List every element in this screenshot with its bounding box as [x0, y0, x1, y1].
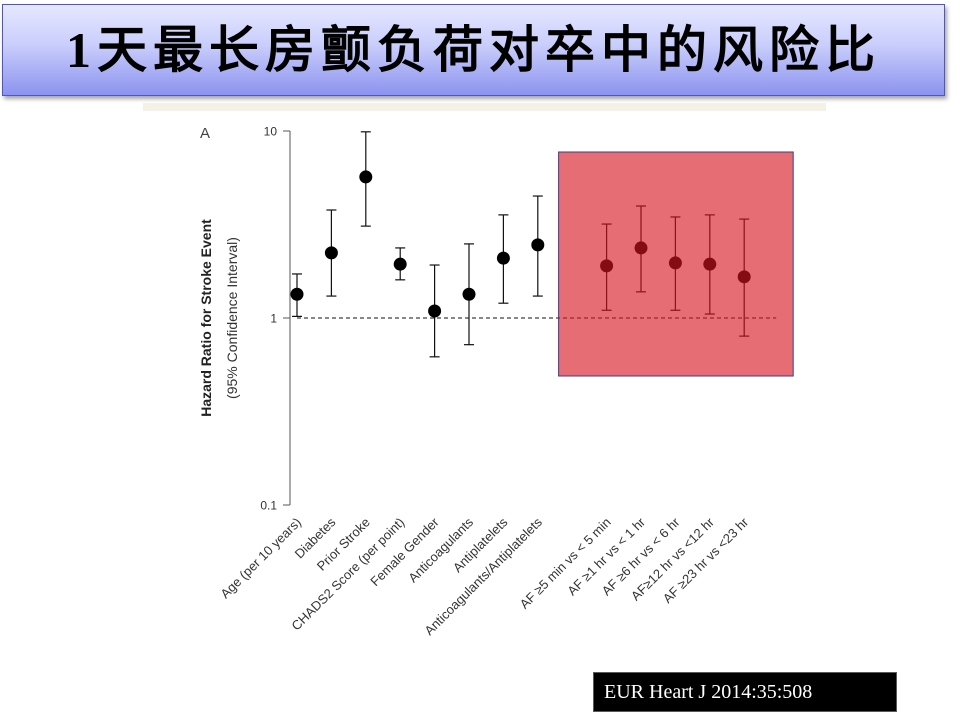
highlight-box — [558, 151, 794, 377]
y-ticks: 10 1 0.1 — [260, 125, 290, 513]
citation-box: EUR Heart J 2014:35:508 — [593, 672, 897, 712]
hr-estimate — [462, 243, 476, 346]
hr-point — [393, 257, 407, 271]
hr-point — [359, 170, 373, 184]
y-axis-title: Hazard Ratio for Stroke Event — [198, 219, 214, 417]
hr-estimate — [531, 195, 545, 297]
y-tick-label: 10 — [264, 125, 278, 139]
panel-label: A — [200, 125, 210, 142]
slide-title: 1天最长房颤负荷对卒中的风险比 — [66, 22, 881, 78]
y-tick-label: 1 — [270, 312, 277, 326]
title-banner: 1天最长房颤负荷对卒中的风险比 — [2, 4, 945, 96]
x-tick-label: Age (per 10 years) — [217, 515, 304, 602]
hr-point — [496, 251, 510, 265]
y-axis-subtitle: (95% Confidence Interval) — [224, 237, 240, 399]
chart-image: A Hazard Ratio for Stroke Event (95% Con… — [143, 103, 826, 656]
hr-estimate — [359, 131, 373, 227]
hr-point — [531, 238, 545, 252]
image-top-strip — [143, 103, 826, 111]
hr-point — [462, 287, 476, 301]
hr-point — [428, 304, 442, 318]
hr-estimate — [496, 214, 510, 304]
hr-point — [290, 287, 304, 301]
y-tick-label: 0.1 — [260, 499, 277, 513]
hr-estimate — [324, 209, 338, 297]
hr-estimate — [290, 273, 304, 317]
hr-point — [324, 246, 338, 260]
hr-estimate — [393, 247, 407, 281]
hazard-ratio-chart: A Hazard Ratio for Stroke Event (95% Con… — [143, 103, 826, 638]
hr-estimate — [428, 264, 442, 358]
